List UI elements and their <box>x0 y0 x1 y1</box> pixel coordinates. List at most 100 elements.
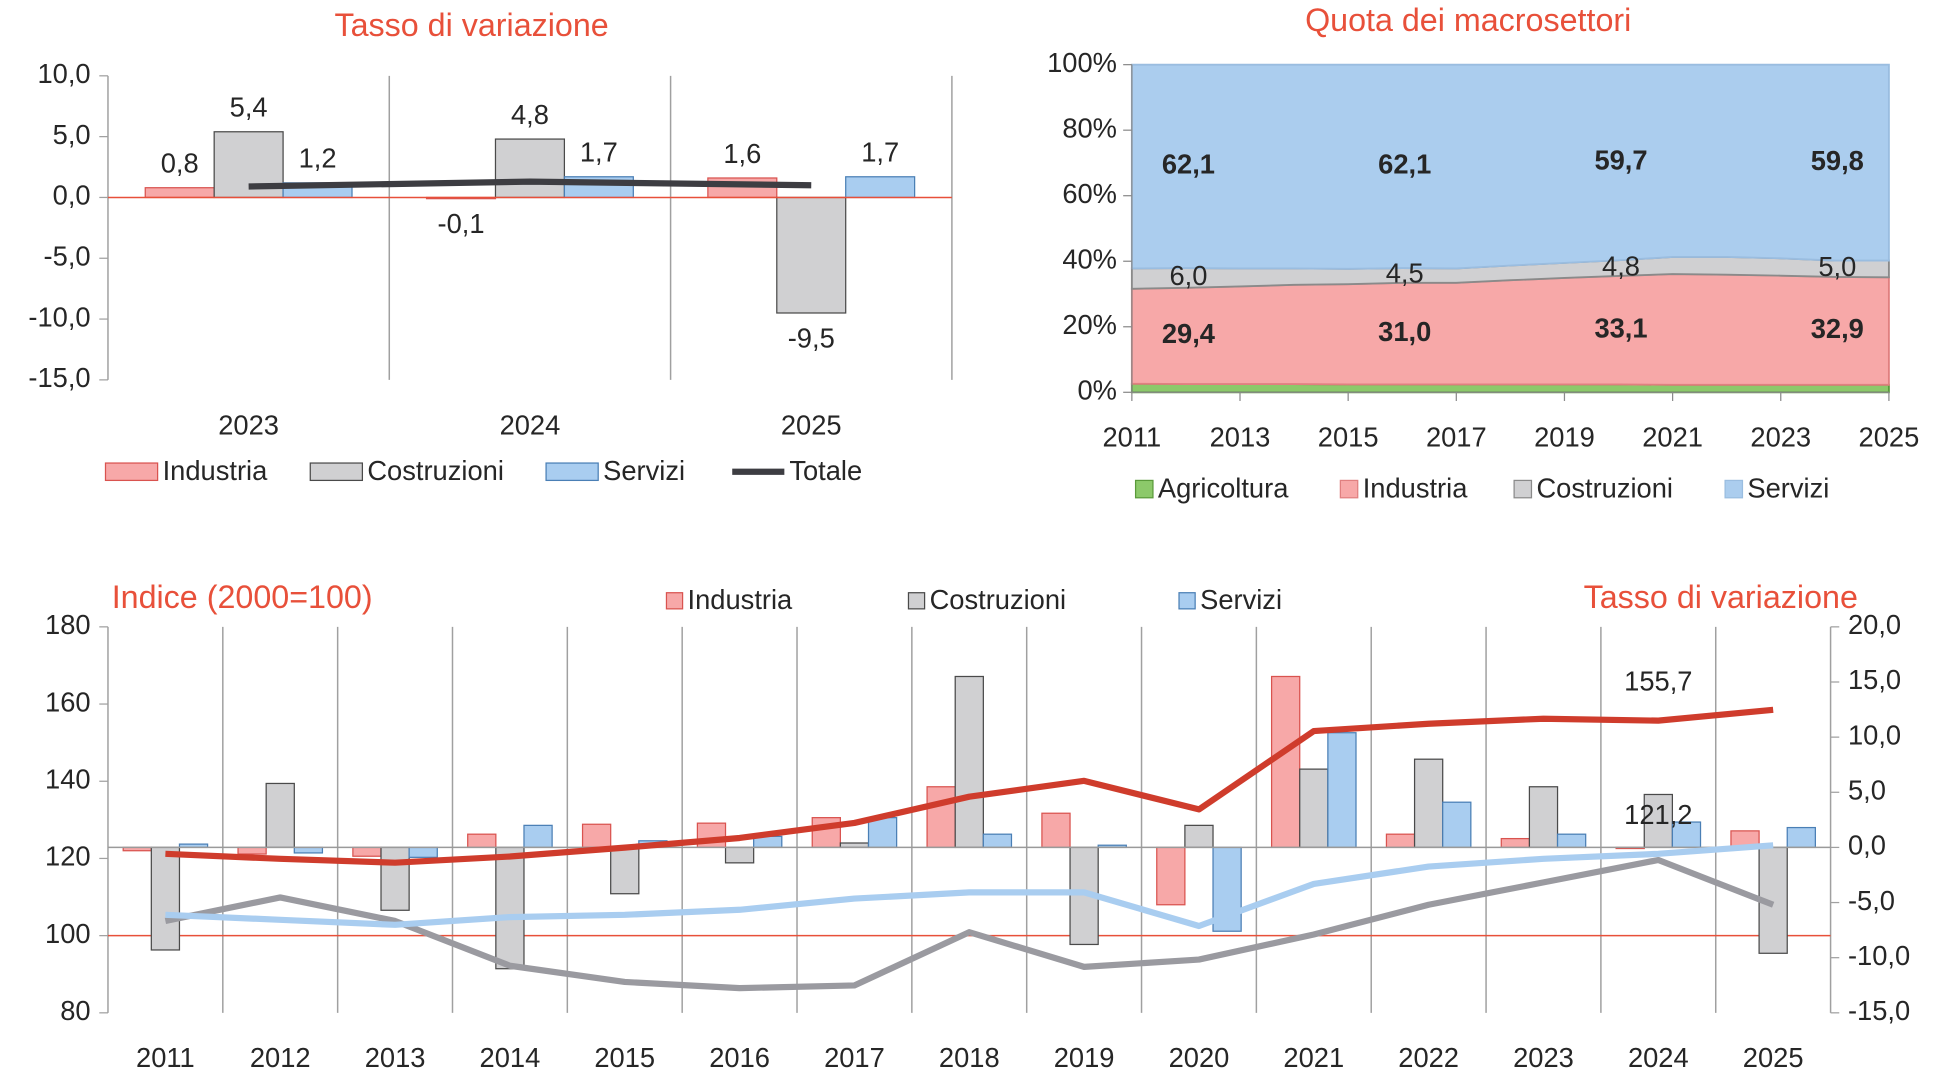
x-tick-label: 2024 <box>500 409 561 440</box>
line <box>165 842 1774 930</box>
bar <box>380 846 410 911</box>
bar <box>724 846 755 864</box>
value-label: 62,1 <box>1162 149 1215 180</box>
line <box>248 178 812 190</box>
bar <box>982 833 1013 849</box>
bar <box>1156 846 1186 906</box>
value-label: 59,7 <box>1594 145 1647 176</box>
value-label: -0,1 <box>437 208 484 239</box>
legend-label: Costruzioni <box>930 584 1067 615</box>
value-label: 1,2 <box>299 143 337 174</box>
bar <box>1413 758 1444 849</box>
value-label: 0,8 <box>161 148 199 179</box>
y-tick-label: -10,0 <box>28 301 90 332</box>
value-label: 5,4 <box>230 92 268 123</box>
x-tick-label: 2013 <box>365 1042 426 1073</box>
bar <box>1671 821 1702 849</box>
bar <box>1327 732 1357 849</box>
x-tick-label: 2019 <box>1534 422 1595 453</box>
legend-label: Totale <box>789 455 862 486</box>
x-tick-label: 2014 <box>480 1042 541 1073</box>
chart-title: Quota dei macrosettori <box>1305 2 1631 38</box>
y-tick-label: 0,0 <box>53 180 91 211</box>
legend-label: Costruzioni <box>367 455 504 486</box>
x-tick-label: 2012 <box>250 1042 311 1073</box>
bar <box>926 786 956 849</box>
legend-label: Costruzioni <box>1536 473 1673 504</box>
legend-symbol <box>1513 479 1533 499</box>
y-tick-label: -5,0 <box>44 240 91 271</box>
y2-tick-label: -5,0 <box>1848 885 1895 916</box>
legend-symbol <box>1134 479 1154 499</box>
y2-axis-label: Tasso di variazione <box>1584 579 1858 615</box>
y2-tick-label: 5,0 <box>1848 774 1886 805</box>
legend-label: Industria <box>1363 473 1469 504</box>
y-tick-label: 40% <box>1062 243 1117 274</box>
y2-tick-label: 0,0 <box>1848 830 1886 861</box>
x-tick-label: 2021 <box>1283 1042 1344 1073</box>
line <box>165 706 1774 866</box>
legend-label: Industria <box>688 584 794 615</box>
bar <box>352 846 382 857</box>
x-tick-label: 2011 <box>1103 422 1162 453</box>
x-tick-label: 2023 <box>1750 422 1811 453</box>
value-label: 4,8 <box>1602 250 1640 281</box>
legend-symbol <box>104 462 159 482</box>
bar <box>1041 812 1071 849</box>
x-tick-label: 2021 <box>1642 422 1703 453</box>
y2-tick-label: -10,0 <box>1848 940 1910 971</box>
value-label: 6,0 <box>1169 260 1207 291</box>
bar <box>408 846 438 858</box>
bar <box>1299 768 1329 849</box>
line <box>164 856 1775 992</box>
x-tick-label: 2016 <box>709 1042 770 1073</box>
legend-symbol <box>665 592 684 610</box>
y-tick-label: 100 <box>45 918 91 949</box>
bar <box>523 824 553 849</box>
legend-label: Servizi <box>1200 584 1282 615</box>
x-tick-label: 2023 <box>218 409 279 440</box>
legend-symbol <box>907 592 926 610</box>
bar <box>845 176 916 199</box>
x-tick-label: 2017 <box>824 1042 885 1073</box>
y-tick-label: 160 <box>45 686 91 717</box>
bar <box>265 782 295 849</box>
y-tick-label: 140 <box>45 763 91 794</box>
x-tick-label: 2023 <box>1513 1042 1574 1073</box>
value-label: 121,2 <box>1624 799 1692 830</box>
y-tick-label: 10,0 <box>37 58 90 89</box>
y-tick-label: 20% <box>1062 309 1117 340</box>
y-tick-label: 180 <box>45 609 91 640</box>
bar <box>1270 675 1301 849</box>
x-tick-label: 2011 <box>136 1042 195 1073</box>
bar <box>1500 837 1531 849</box>
legend-label: Servizi <box>1747 473 1829 504</box>
bar <box>1556 833 1587 849</box>
x-tick-label: 2020 <box>1169 1042 1230 1073</box>
y-tick-label: 100% <box>1047 47 1117 78</box>
bar <box>1786 826 1816 849</box>
bar <box>1385 833 1416 849</box>
bar <box>150 846 181 951</box>
value-label: 31,0 <box>1378 316 1431 347</box>
bar <box>867 817 898 849</box>
bar <box>144 187 215 199</box>
value-label: 4,5 <box>1386 258 1424 289</box>
y-tick-label: 5,0 <box>53 119 91 150</box>
legend-label: Servizi <box>603 455 685 486</box>
value-label: 5,0 <box>1818 251 1856 282</box>
bar <box>495 846 525 970</box>
legend-label: Industria <box>163 455 269 486</box>
y2-tick-label: 20,0 <box>1848 609 1901 640</box>
value-label: 1,7 <box>580 137 618 168</box>
value-label: 29,4 <box>1162 318 1216 349</box>
legend-label: Agricoltura <box>1158 473 1289 504</box>
value-label: 1,7 <box>861 137 899 168</box>
value-label: -9,5 <box>788 323 835 354</box>
x-tick-label: 2015 <box>594 1042 655 1073</box>
y-axis-label: Indice (2000=100) <box>112 579 373 615</box>
legend-symbol <box>1339 479 1359 499</box>
x-tick-label: 2022 <box>1398 1042 1459 1073</box>
